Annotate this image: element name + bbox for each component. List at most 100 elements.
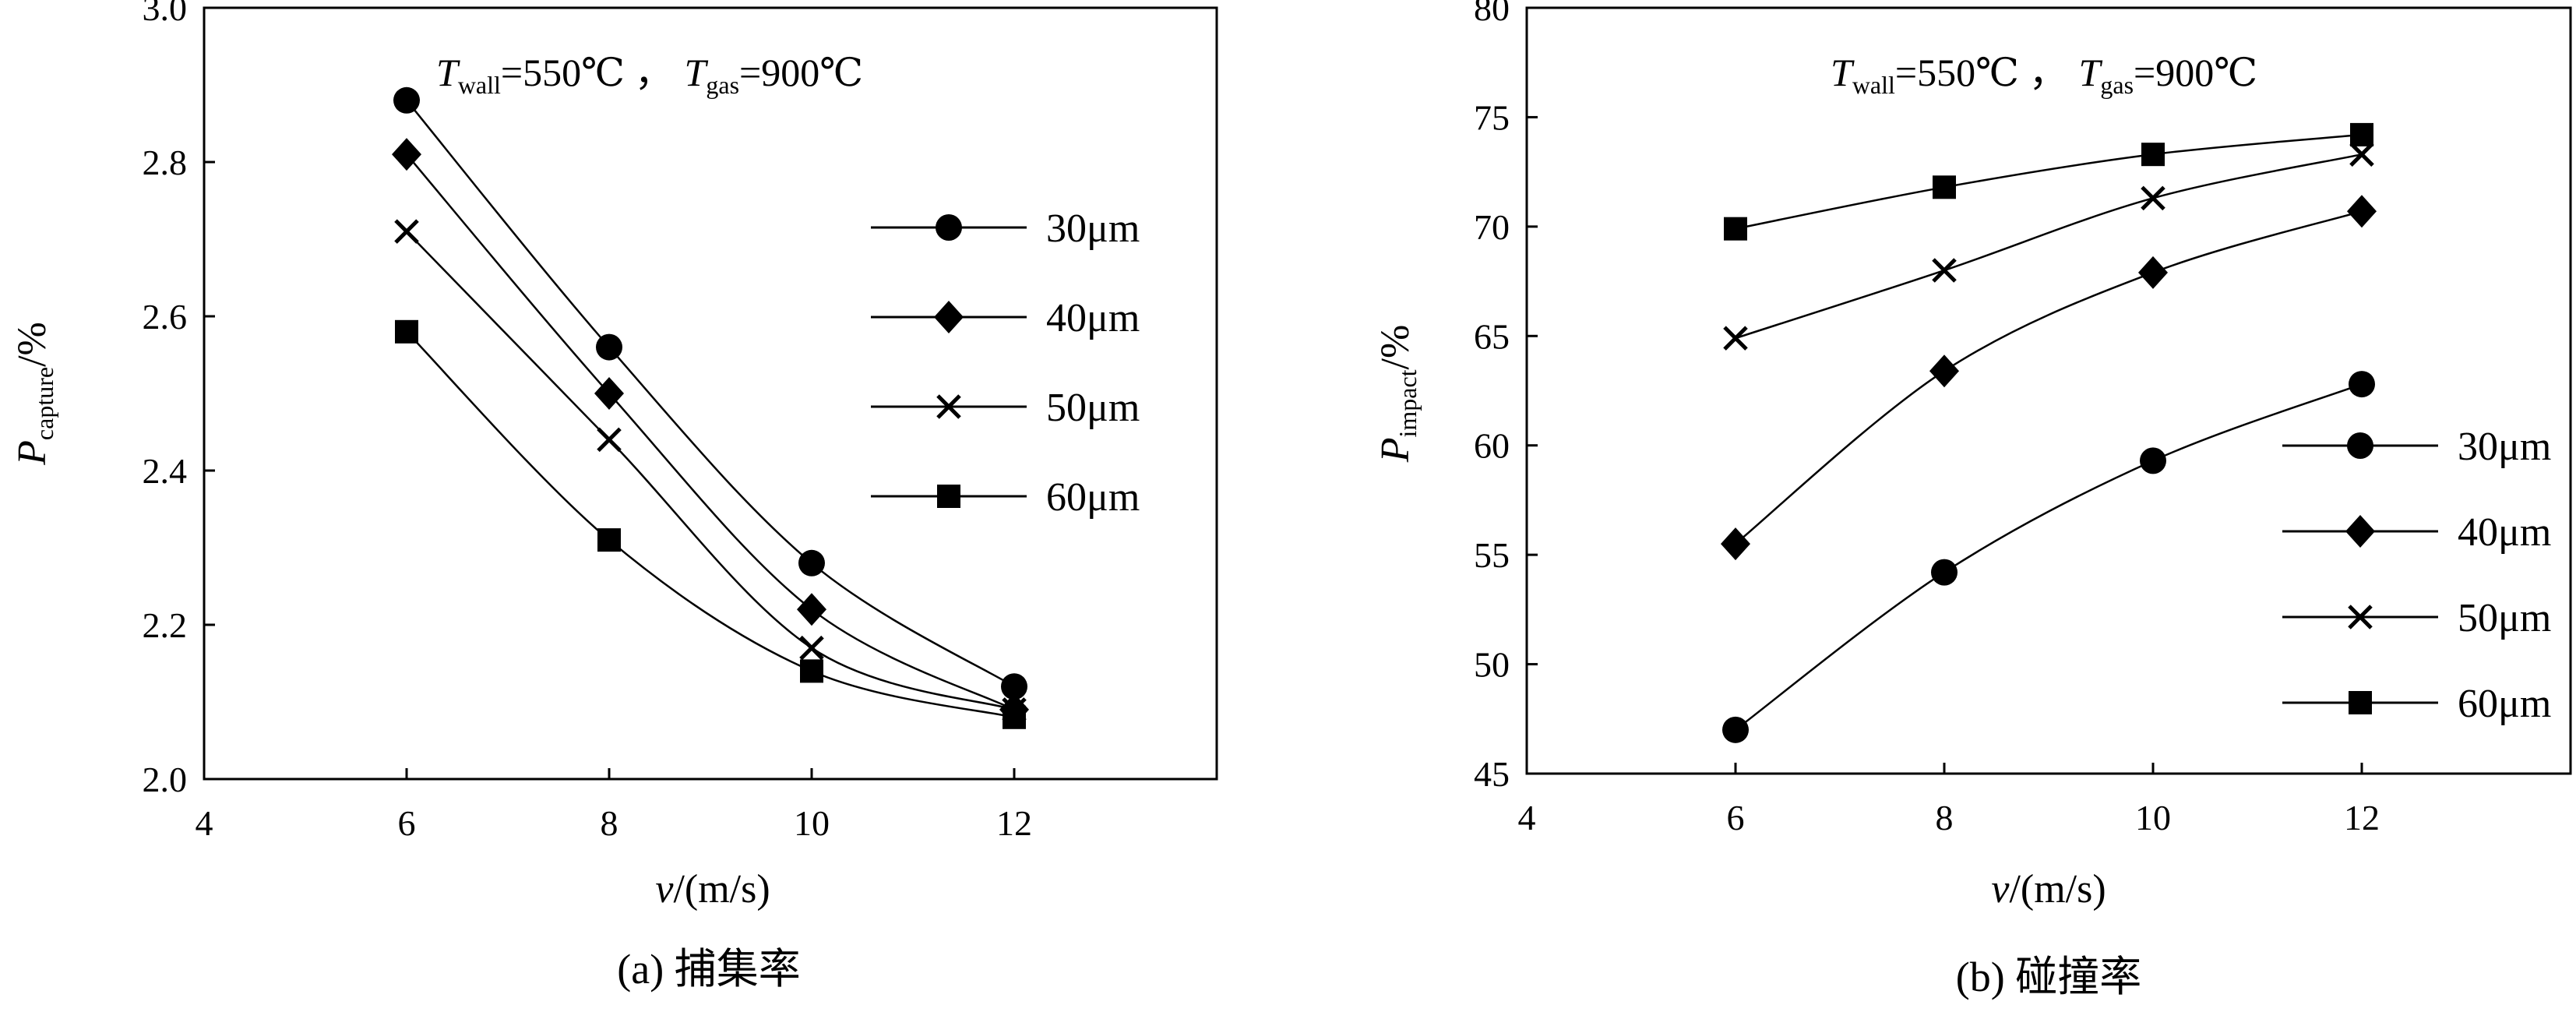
y-tick-label: 2.6 (143, 297, 188, 337)
data-point-50μm-10 (2141, 185, 2165, 211)
y-tick-label: 3.0 (143, 0, 188, 28)
series-line-50μm (406, 231, 1015, 711)
data-point-50μm-6 (1723, 326, 1748, 351)
data-point-40μm-8 (1929, 354, 1959, 388)
legend-marker-60μm (2349, 691, 2372, 714)
chart-b-xlabel-unit: /(m/s) (2009, 867, 2106, 912)
y-tick-label: 2.4 (143, 451, 188, 491)
legend-marker-60μm (937, 485, 960, 508)
legend-label: 60μm (2458, 682, 2551, 726)
y-tick-label: 2.0 (143, 760, 188, 799)
chart-b-ylabel-main: P (1373, 438, 1418, 464)
legend-marker-40μm (2345, 515, 2375, 548)
chart-a-caption: (a) 捕集率 (617, 946, 800, 993)
chart-a-xlabel-main: v (655, 867, 674, 912)
chart-a-ylabel-sub: capture (30, 367, 58, 440)
y-tick-label: 75 (1474, 97, 1510, 137)
legend-label: 50μm (2458, 596, 2551, 640)
x-tick-label: 8 (1936, 798, 1954, 837)
chart-b-xlabel: v/(m/s) (1991, 867, 2106, 912)
data-point-30μm-8 (1931, 559, 1958, 586)
chart-a-annotation-t2: T (685, 51, 709, 94)
series-line-30μm (406, 100, 1015, 688)
series-line-60μm (1735, 133, 2363, 230)
data-point-40μm-8 (594, 377, 624, 410)
chart-a-ylabel: Pcapture/% (10, 322, 58, 466)
data-point-50μm-12 (2349, 142, 2374, 167)
chart-b-ylabel: Pimpact/% (1373, 325, 1422, 464)
legend-label: 30μm (2458, 425, 2551, 469)
legend-label: 30μm (1046, 206, 1140, 251)
data-point-60μm-8 (1933, 175, 1956, 199)
legend-label: 60μm (1046, 475, 1140, 520)
data-point-40μm-6 (1721, 527, 1750, 561)
series-line-50μm (1735, 153, 2363, 340)
y-tick-label: 55 (1474, 535, 1510, 575)
data-point-60μm-8 (597, 528, 621, 552)
data-point-30μm-8 (596, 333, 622, 361)
chart-a-annotation-t1-sub: wall (458, 71, 501, 99)
x-tick-label: 8 (601, 803, 618, 843)
data-point-60μm-6 (395, 319, 418, 344)
data-point-30μm-10 (798, 549, 825, 577)
series-line-60μm (406, 330, 1015, 719)
y-tick-label: 45 (1474, 754, 1510, 794)
chart-a-ylabel-main: P (10, 440, 55, 466)
legend-marker-30μm (2347, 432, 2373, 459)
y-tick-label: 65 (1474, 316, 1510, 356)
data-point-50μm-10 (799, 635, 824, 661)
data-point-40μm-10 (797, 593, 826, 626)
chart-b-plot-frame (1525, 6, 2572, 775)
data-point-30μm-6 (393, 86, 420, 114)
chart-b-annotation-t2: T (2079, 51, 2103, 94)
x-tick-label: 6 (1727, 798, 1745, 837)
chart-a-ylabel-unit: /% (10, 322, 55, 367)
y-tick-label: 70 (1474, 207, 1510, 247)
chart-a-xlabel-unit: /(m/s) (673, 867, 770, 912)
chart-b-annotation-t2-sub: gas (2100, 71, 2134, 99)
chart-a-annotation-t1: T (436, 51, 460, 94)
y-tick-label: 2.2 (143, 605, 188, 645)
y-tick-label: 80 (1474, 0, 1510, 28)
data-point-60μm-10 (800, 659, 823, 683)
data-point-40μm-6 (392, 138, 421, 171)
chart-b-caption: (b) 碰撞率 (1956, 954, 2141, 1000)
data-point-50μm-8 (1932, 258, 1957, 283)
chart-b-ylabel-unit: /% (1373, 325, 1418, 370)
chart-b: 45 50 55 60 65 70 75 80 4 6 8 10 12 30μm 40μm 50μm 60μm… (1373, 0, 2572, 1000)
chart-b-annotation-t1: T (1831, 51, 1855, 94)
chart-a-annotation-t2-val: =900℃ (739, 51, 863, 94)
data-point-60μm-12 (1003, 705, 1026, 729)
x-tick-label: 12 (996, 803, 1032, 843)
x-tick-label: 4 (1518, 798, 1536, 837)
data-point-60μm-10 (2141, 143, 2165, 167)
x-tick-label: 10 (2135, 798, 2171, 837)
data-point-30μm-12 (1001, 673, 1027, 700)
legend-label: 40μm (1046, 296, 1140, 340)
legend-marker-30μm (936, 214, 962, 241)
legend-marker-40μm (934, 301, 964, 333)
data-point-40μm-12 (2347, 195, 2377, 228)
data-point-50μm-6 (394, 219, 419, 244)
data-point-30μm-6 (1722, 716, 1749, 743)
data-point-30μm-10 (2140, 447, 2166, 474)
chart-b-xlabel-main: v (1991, 867, 2010, 912)
series-line-40μm (406, 153, 1015, 711)
x-tick-label: 4 (196, 803, 213, 843)
y-tick-label: 60 (1474, 426, 1510, 466)
x-tick-label: 12 (2344, 798, 2380, 837)
chart-a-plot-frame (203, 6, 1218, 781)
legend-label: 40μm (2458, 510, 2551, 555)
series-line-40μm (1735, 210, 2363, 545)
chart-b-annotation-t1-sub: wall (1852, 71, 1895, 99)
y-tick-label: 50 (1474, 645, 1510, 685)
chart-b-annotation: Twall=550℃ ， Tgas=900℃ (1831, 51, 2257, 99)
series-line-30μm (1735, 383, 2363, 731)
legend-marker-50μm (2348, 605, 2373, 629)
chart-a-annotation-t2-sub: gas (706, 71, 739, 99)
data-point-60μm-12 (2350, 122, 2373, 146)
legend-label: 50μm (1046, 386, 1140, 430)
chart-a-annotation-t1-val: =550℃ ， (501, 51, 674, 94)
data-point-50μm-8 (597, 427, 622, 453)
